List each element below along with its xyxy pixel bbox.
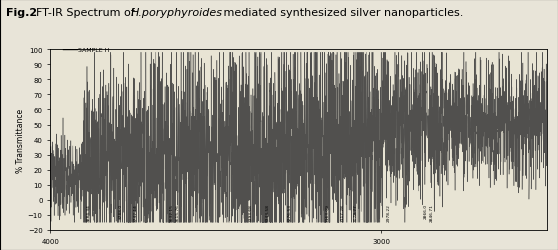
Text: 3615.76: 3615.76 [175, 203, 180, 221]
Text: 3393.68: 3393.68 [249, 203, 253, 221]
Text: FT-IR Spectrum of: FT-IR Spectrum of [36, 8, 138, 18]
Y-axis label: % Transmittance: % Transmittance [16, 108, 25, 172]
Text: 3117.28: 3117.28 [340, 203, 344, 221]
X-axis label: Wavenumbers (cm-1): Wavenumbers (cm-1) [257, 249, 340, 250]
Text: 2866.0: 2866.0 [424, 203, 427, 218]
Text: Fig.2: Fig.2 [6, 8, 41, 18]
Text: 2846.71: 2846.71 [430, 203, 434, 221]
Text: 3884.34: 3884.34 [86, 203, 90, 221]
Text: 2978.22: 2978.22 [387, 203, 391, 221]
Text: mediated synthesized silver nanoparticles.: mediated synthesized silver nanoparticle… [220, 8, 464, 18]
Text: 3788.0: 3788.0 [118, 203, 122, 218]
Text: 3163.09: 3163.09 [325, 203, 329, 221]
Text: SAMPLE H: SAMPLE H [78, 48, 110, 52]
Text: 3078.77: 3078.77 [353, 203, 357, 221]
Text: 3276.53: 3276.53 [288, 203, 292, 221]
Text: 3343.58: 3343.58 [266, 203, 270, 221]
Text: 3632.15: 3632.15 [170, 203, 174, 221]
Text: H.poryphyroides: H.poryphyroides [131, 8, 223, 18]
Text: 3742.14: 3742.14 [133, 203, 138, 221]
